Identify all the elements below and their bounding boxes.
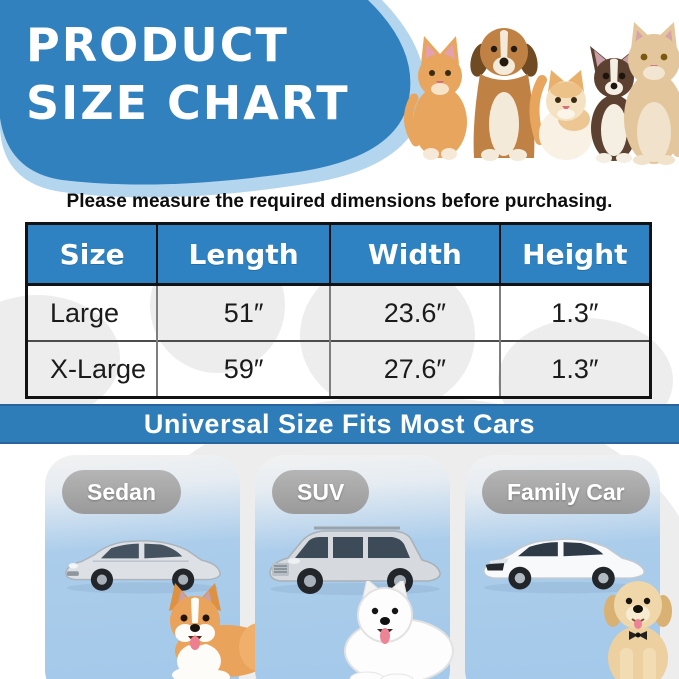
universal-size-banner: Universal Size Fits Most Cars [0, 404, 679, 444]
golden-puppy-image [604, 581, 672, 679]
corgi-dog-image [169, 583, 279, 679]
brown-white-dog-image [470, 28, 538, 161]
page-title: PRODUCT SIZE CHART [26, 16, 350, 132]
width-cell: 27.6″ [328, 340, 500, 398]
table-row-xlarge: X-Large 59″ 27.6″ 1.3″ [26, 340, 651, 398]
vehicle-label-pill: Sedan [62, 470, 182, 514]
vehicle-card-suv: SUV [255, 455, 454, 679]
column-header-height: Height [498, 223, 651, 286]
vehicle-label-pill: Family Car [482, 470, 650, 514]
table-header-row: Size Length Width Height [26, 223, 651, 286]
title-line-1: PRODUCT [26, 18, 289, 72]
height-cell: 1.3″ [498, 340, 651, 398]
length-cell: 59″ [156, 340, 330, 398]
column-header-width: Width [328, 223, 500, 286]
length-cell: 51″ [156, 284, 330, 341]
height-cell: 1.3″ [498, 284, 651, 341]
vehicle-card-family-car: Family Car [465, 455, 672, 679]
sedan-car-image [65, 540, 221, 594]
measure-notice: Please measure the required dimensions b… [66, 191, 613, 212]
pets-photo [404, 22, 679, 165]
vehicle-cards-row: Sedan [45, 455, 672, 679]
size-cell: Large [50, 297, 120, 328]
width-cell: 23.6″ [328, 284, 500, 341]
table-row-large: Large 51″ 23.6″ 1.3″ [27, 284, 651, 341]
banner-text: Universal Size Fits Most Cars [143, 408, 536, 439]
large-cream-cat-image [624, 22, 679, 165]
family-car-image [483, 538, 645, 594]
vehicle-card-sedan: Sedan [45, 455, 279, 679]
samoyed-dog-image [344, 581, 454, 679]
size-cell: X-Large [26, 340, 158, 398]
column-header-length: Length [156, 223, 330, 286]
column-header-size: Size [26, 223, 158, 286]
title-line-2: SIZE CHART [26, 76, 350, 130]
vehicle-label-pill: SUV [272, 470, 370, 514]
header-blob [0, 0, 426, 198]
orange-tabby-cat-image [404, 36, 467, 160]
size-chart-table: Size Length Width Height Large 51″ 23.6″… [25, 222, 652, 399]
cream-cat-image [529, 70, 593, 160]
